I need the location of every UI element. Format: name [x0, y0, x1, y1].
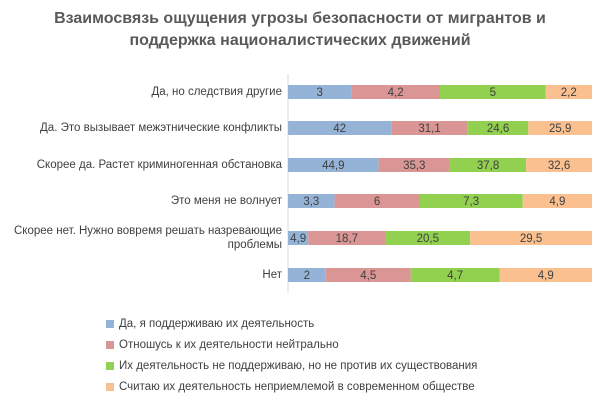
bar-segment — [410, 268, 500, 282]
legend-swatch — [106, 319, 114, 328]
data-label: 4,9 — [290, 233, 306, 245]
bar-segment — [499, 268, 592, 282]
bar-segment — [467, 121, 529, 135]
bar-segment — [288, 85, 352, 99]
data-label: 37,8 — [477, 160, 499, 172]
data-label: 6 — [374, 196, 380, 208]
legend-item: Да, я поддерживаю их деятельность — [106, 313, 477, 334]
legend-item: Их деятельность не поддерживаю, но не пр… — [106, 355, 477, 376]
category-label: Скорее да. Растет криминогенная обстанов… — [36, 159, 282, 171]
legend-label: Их деятельность не поддерживаю, но не пр… — [119, 359, 478, 372]
data-label: 31,1 — [418, 123, 440, 135]
data-label: 2,2 — [561, 87, 577, 99]
data-label: 24,6 — [487, 123, 509, 135]
category-label: Скорее нет. Нужно вовремя решать назрева… — [14, 225, 282, 251]
data-label: 4,9 — [549, 196, 565, 208]
legend-label: Считаю их деятельность неприемлемой в со… — [119, 380, 475, 393]
bar-segment — [288, 158, 379, 172]
data-label: 20,5 — [417, 233, 439, 245]
category-label: Да. Это вызывает межэтнические конфликты — [40, 122, 282, 134]
bar-segment — [419, 194, 523, 208]
data-label: 35,3 — [403, 160, 425, 172]
legend-label: Да, я поддерживаю их деятельность — [119, 317, 315, 330]
bar-segment — [308, 231, 386, 245]
bar-segment — [351, 85, 440, 99]
data-label: 4,7 — [447, 270, 463, 282]
legend-item: Считаю их деятельность неприемлемой в со… — [106, 376, 477, 397]
data-label: 3 — [316, 87, 322, 99]
data-label: 18,7 — [336, 233, 358, 245]
chart-title-line-2: поддержка националистических движений — [129, 32, 471, 49]
legend-item: Отношусь к их деятельности нейтрально — [106, 334, 477, 355]
bar-segment — [378, 158, 450, 172]
bar-segment — [528, 121, 592, 135]
bar-segment — [545, 85, 592, 99]
bar-segment — [288, 231, 309, 245]
data-label: 5 — [490, 87, 496, 99]
bar-segment — [288, 268, 326, 282]
data-label: 7,3 — [463, 196, 479, 208]
legend: Да, я поддерживаю их деятельность Отношус… — [106, 313, 477, 397]
bar-segment — [522, 194, 592, 208]
chart-title-line-1: Взаимосвязь ощущения угрозы безопасности… — [54, 10, 546, 27]
data-label: 4,9 — [538, 270, 554, 282]
legend-swatch — [106, 340, 114, 349]
bar-segment — [526, 158, 592, 172]
data-label: 25,9 — [549, 123, 571, 135]
bar-segment — [440, 85, 546, 99]
data-label: 4,5 — [360, 270, 376, 282]
bar-segment — [470, 231, 592, 245]
bar-segment — [391, 121, 468, 135]
category-label: Это меня не волнует — [170, 195, 282, 207]
bar-segment — [449, 158, 527, 172]
data-label: 2 — [304, 270, 310, 282]
bar-segment — [385, 231, 471, 245]
chart-title: Взаимосвязь ощущения угрозы безопасности… — [0, 8, 600, 52]
category-label: Нет — [262, 269, 282, 281]
bar-segment — [288, 121, 392, 135]
legend-swatch — [106, 382, 114, 391]
data-label: 42 — [333, 123, 346, 135]
legend-label: Отношусь к их деятельности нейтрально — [119, 338, 339, 351]
data-label: 4,2 — [388, 87, 404, 99]
legend-swatch — [106, 361, 114, 370]
data-label: 3,3 — [303, 196, 319, 208]
bar-segment — [325, 268, 411, 282]
data-label: 32,6 — [548, 160, 570, 172]
data-label: 29,5 — [520, 233, 542, 245]
data-label: 44,9 — [322, 160, 344, 172]
category-label: Да, но следствия другие — [151, 86, 282, 98]
bar-segment — [288, 194, 335, 208]
bar-segment — [334, 194, 420, 208]
